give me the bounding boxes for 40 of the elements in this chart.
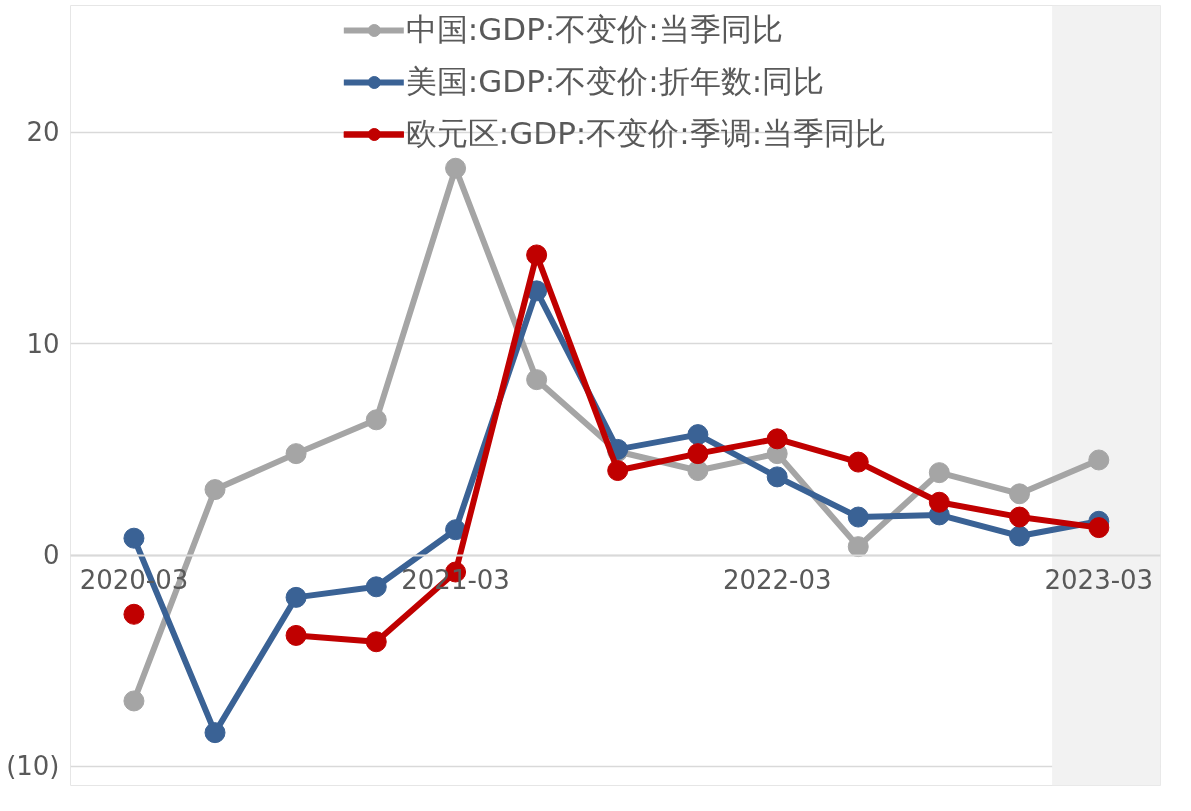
point [365,631,387,653]
point [526,369,548,391]
y-tick-label: 0 [42,540,60,571]
legend-label: 美国:GDP:不变价:折年数:同比 [405,62,825,101]
x-tick-label: 2022-03 [722,565,832,596]
point [204,722,226,744]
point [445,519,467,541]
point [928,462,950,484]
point [365,576,387,598]
y-tick-label: 10 [26,328,60,359]
point [123,603,145,625]
legend-label: 中国:GDP:不变价:当季同比 [405,10,783,49]
point [526,244,548,266]
point [847,451,869,473]
point [766,428,788,450]
point [285,624,307,646]
point [847,506,869,528]
point [1009,483,1031,505]
point [607,460,629,482]
point [1009,506,1031,528]
point [766,466,788,488]
point [285,443,307,465]
point [123,527,145,549]
point [445,157,467,179]
point [1009,525,1031,547]
point [928,491,950,513]
legend-label: 欧元区:GDP:不变价:季调:当季同比 [405,114,887,153]
point [1088,449,1110,471]
point [123,690,145,712]
point [687,460,709,482]
point [687,424,709,446]
y-tick-label: (10) [6,751,60,782]
point [1088,517,1110,539]
y-tick-label: 20 [26,117,60,148]
point [687,443,709,465]
x-tick-label: 2023-03 [1044,565,1154,596]
point [847,536,869,558]
point [204,479,226,501]
point [285,586,307,608]
point [365,409,387,431]
